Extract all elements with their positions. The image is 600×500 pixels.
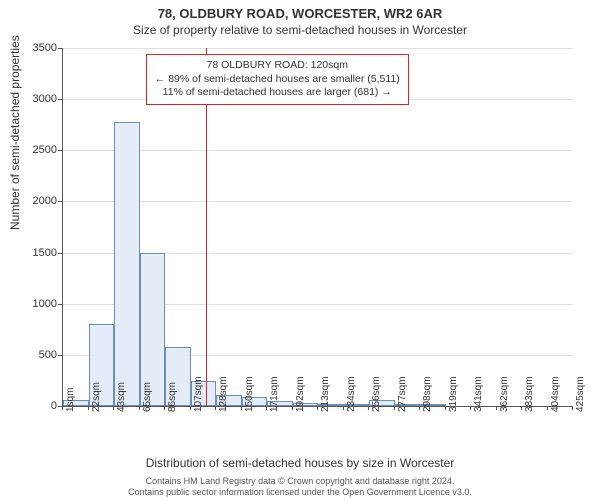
footer-line-2: Contains public sector information licen… (0, 487, 600, 498)
x-tick (190, 406, 191, 410)
y-tick-label: 1000 (17, 298, 57, 310)
x-tick-label: 43sqm (116, 382, 127, 412)
x-tick (572, 406, 573, 410)
x-tick (521, 406, 522, 410)
annotation-line-3: 11% of semi-detached houses are larger (… (155, 86, 400, 100)
x-tick (496, 406, 497, 410)
x-tick (292, 406, 293, 410)
x-tick-label: 362sqm (499, 376, 510, 412)
y-tick-label: 3000 (17, 93, 57, 105)
x-tick (139, 406, 140, 410)
y-tick-label: 500 (17, 349, 57, 361)
annotation-line-1: 78 OLDBURY ROAD: 120sqm (155, 59, 400, 73)
x-tick-label: 150sqm (244, 376, 255, 412)
x-tick (445, 406, 446, 410)
gridline (63, 201, 573, 202)
page-title: 78, OLDBURY ROAD, WORCESTER, WR2 6AR (0, 0, 600, 21)
y-tick (58, 99, 62, 100)
y-tick-label: 3500 (17, 42, 57, 54)
y-tick-label: 2000 (17, 195, 57, 207)
y-tick-label: 2500 (17, 144, 57, 156)
x-tick-label: 22sqm (91, 382, 102, 412)
x-tick (394, 406, 395, 410)
x-tick (547, 406, 548, 410)
y-tick (58, 48, 62, 49)
x-tick-label: 86sqm (167, 382, 178, 412)
x-tick-label: 192sqm (295, 376, 306, 412)
annotation-line-2: ← 89% of semi-detached houses are smalle… (155, 73, 400, 87)
x-tick-label: 234sqm (346, 376, 357, 412)
x-tick-label: 171sqm (269, 376, 280, 412)
x-tick-label: 277sqm (397, 376, 408, 412)
x-tick (88, 406, 89, 410)
y-tick (58, 150, 62, 151)
y-tick-label: 0 (17, 400, 57, 412)
x-tick (368, 406, 369, 410)
gridline (63, 48, 573, 49)
x-tick-label: 256sqm (371, 376, 382, 412)
x-tick-label: 65sqm (142, 382, 153, 412)
annotation-callout: 78 OLDBURY ROAD: 120sqm ← 89% of semi-de… (146, 54, 409, 105)
gridline (63, 150, 573, 151)
x-tick (113, 406, 114, 410)
page-subtitle: Size of property relative to semi-detach… (0, 21, 600, 37)
y-tick (58, 355, 62, 356)
x-tick (62, 406, 63, 410)
x-tick (164, 406, 165, 410)
x-tick (317, 406, 318, 410)
x-tick-label: 404sqm (550, 376, 561, 412)
y-tick-label: 1500 (17, 247, 57, 259)
histogram-bar (114, 122, 140, 406)
x-tick-label: 213sqm (320, 376, 331, 412)
footer-line-1: Contains HM Land Registry data © Crown c… (0, 476, 600, 487)
x-tick (241, 406, 242, 410)
x-tick-label: 107sqm (193, 376, 204, 412)
x-tick-label: 383sqm (524, 376, 535, 412)
x-tick-label: 425sqm (575, 376, 586, 412)
x-tick (215, 406, 216, 410)
y-tick (58, 201, 62, 202)
y-tick (58, 304, 62, 305)
x-axis-label: Distribution of semi-detached houses by … (0, 456, 600, 470)
footer-attribution: Contains HM Land Registry data © Crown c… (0, 476, 600, 498)
x-tick (419, 406, 420, 410)
x-tick-label: 341sqm (473, 376, 484, 412)
x-tick-label: 1sqm (65, 388, 76, 412)
histogram-chart: 78 OLDBURY ROAD: 120sqm ← 89% of semi-de… (62, 48, 573, 407)
y-tick (58, 253, 62, 254)
x-tick (266, 406, 267, 410)
x-tick-label: 319sqm (448, 376, 459, 412)
x-tick (343, 406, 344, 410)
x-tick (470, 406, 471, 410)
x-tick-label: 298sqm (422, 376, 433, 412)
x-tick-label: 128sqm (218, 376, 229, 412)
